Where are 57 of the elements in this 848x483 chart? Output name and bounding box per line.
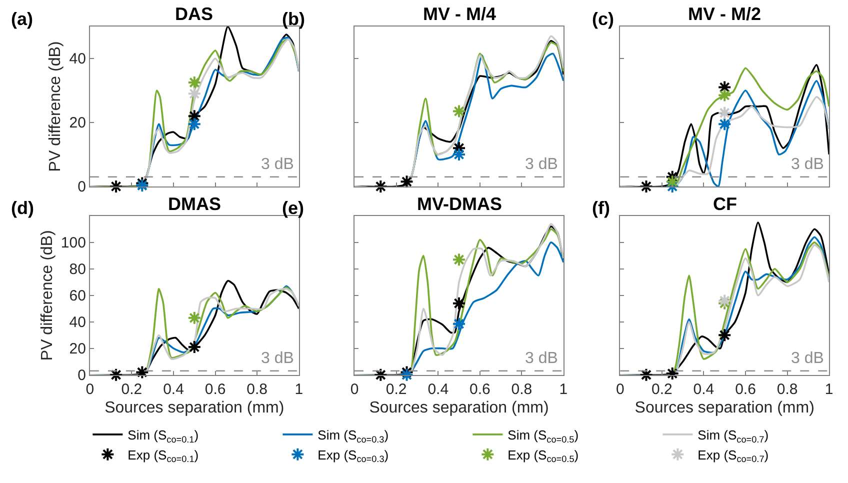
- x-tick-label: 0.8: [246, 380, 268, 398]
- x-tick-label: 0: [350, 380, 359, 398]
- text: (c): [592, 9, 614, 29]
- ref-line-label: 3 dB: [261, 350, 294, 367]
- legend-label: Sim (S$_{co=0.3}$): [318, 428, 389, 444]
- legend-label: Exp (S$_{co=0.3}$): [318, 447, 389, 464]
- legend-label: Exp (S$_{co=0.1}$): [128, 447, 199, 464]
- x-tick-label: 1: [294, 380, 304, 398]
- text: (f): [592, 198, 610, 218]
- y-tick-label: 40: [69, 50, 86, 68]
- chart-title: MV - M/4: [423, 4, 496, 24]
- chart-title: MV-DMAS: [417, 194, 502, 214]
- text: (a): [11, 9, 34, 29]
- y-tick-label: 40: [69, 314, 86, 332]
- chart-title: DMAS: [168, 194, 221, 214]
- ref-line-label: 3 dB: [791, 350, 824, 367]
- ref-line-label: 3 dB: [261, 156, 294, 173]
- x-tick-label: 0.2: [651, 380, 672, 398]
- x-tick-label: 0.4: [693, 380, 714, 398]
- chart-title: DAS: [175, 4, 214, 24]
- ref-line-label: 3 dB: [525, 156, 558, 173]
- x-tick-label: 0: [616, 380, 624, 398]
- x-axis-title: Sources separation (mm): [369, 400, 549, 417]
- y-tick-label: 20: [69, 114, 86, 132]
- x-tick-label: 0.6: [735, 380, 756, 398]
- text: (d): [11, 198, 34, 218]
- x-tick-label: 0.4: [163, 380, 184, 398]
- y-axis-title: PV difference (dB): [47, 41, 64, 172]
- x-tick-label: 1: [559, 380, 568, 398]
- chart-title: CF: [713, 194, 737, 214]
- x-tick-label: 0.8: [776, 380, 798, 398]
- x-axis-title: Sources separation (mm): [104, 400, 284, 417]
- ref-line-label: 3 dB: [791, 156, 824, 173]
- legend-label: Sim (S$_{co=0.5}$): [508, 428, 579, 444]
- annotation: (b): [282, 9, 305, 29]
- y-tick-label: 60: [69, 288, 86, 305]
- x-tick-label: 0.8: [511, 380, 532, 398]
- y-tick-label: 80: [69, 261, 86, 278]
- x-axis-title: Sources separation (mm): [634, 400, 814, 417]
- y-tick-label: 0: [78, 178, 86, 196]
- chart-title: MV - M/2: [688, 4, 762, 24]
- x-tick-label: 0.6: [204, 380, 226, 398]
- y-axis-title: PV difference (dB): [38, 230, 56, 361]
- legend-label: Sim (S$_{co=0.7}$): [698, 428, 769, 444]
- legend-label: Exp (S$_{co=0.7}$): [698, 447, 769, 464]
- y-tick-label: 0: [78, 367, 86, 384]
- y-tick-label: 100: [60, 234, 86, 252]
- x-tick-label: 0.6: [469, 380, 490, 398]
- x-tick-label: 1: [824, 380, 834, 398]
- y-tick-label: 20: [69, 340, 86, 358]
- legend-label: Exp (S$_{co=0.5}$): [508, 447, 579, 464]
- x-tick-label: 0.2: [121, 380, 142, 398]
- annotation: (e): [282, 198, 304, 218]
- legend-label: Sim (S$_{co=0.1}$): [128, 428, 199, 444]
- ref-line-label: 3 dB: [525, 350, 558, 367]
- x-tick-label: 0.4: [428, 380, 449, 398]
- x-tick-label: 0.2: [386, 380, 407, 398]
